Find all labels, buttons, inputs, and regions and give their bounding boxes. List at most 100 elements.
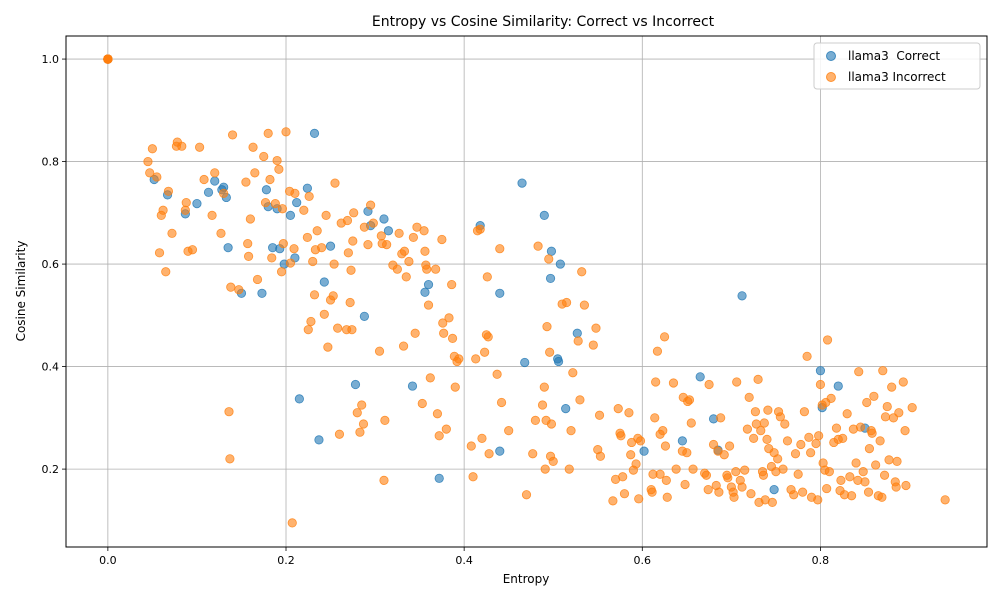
data-point [616, 431, 626, 441]
data-point [495, 244, 505, 254]
data-point [257, 288, 267, 298]
data-point [223, 243, 233, 253]
data-point [798, 487, 808, 497]
data-point [383, 226, 394, 236]
data-point [103, 54, 113, 64]
data-point [308, 256, 318, 267]
data-point [312, 226, 322, 236]
data-point [862, 397, 872, 408]
data-point [195, 142, 205, 152]
data-point [163, 186, 174, 196]
data-point [608, 496, 618, 506]
y-tick-label: 0.8 [42, 156, 60, 169]
data-point [875, 436, 885, 446]
data-point [860, 477, 870, 487]
data-point [900, 426, 910, 436]
data-point [281, 127, 291, 137]
data-point [737, 291, 747, 301]
data-point [651, 377, 661, 387]
data-point [147, 144, 157, 154]
data-point [701, 470, 712, 480]
data-point [321, 210, 331, 220]
data-point [243, 238, 253, 249]
data-point [540, 464, 550, 474]
data-point [822, 335, 833, 345]
data-point [379, 214, 389, 224]
data-point [639, 446, 649, 456]
data-point [619, 489, 630, 499]
data-point [145, 168, 155, 178]
data-point [355, 427, 365, 437]
data-point [329, 259, 339, 269]
data-point [758, 470, 769, 480]
data-point [216, 228, 226, 238]
data-point [423, 279, 434, 290]
x-tick-label: 0.2 [277, 554, 295, 567]
data-point [680, 479, 690, 490]
data-point [750, 407, 761, 417]
data-point [780, 419, 790, 429]
data-point [434, 473, 444, 483]
data-point [863, 487, 874, 497]
data-point [154, 248, 165, 258]
data-point [847, 491, 857, 501]
data-point [731, 467, 741, 477]
data-point [631, 459, 641, 469]
data-point [546, 246, 557, 256]
data-point [561, 404, 571, 414]
data-point [259, 151, 269, 162]
data-point [345, 297, 355, 308]
data-point [477, 433, 487, 443]
data-point [869, 391, 879, 401]
data-point [203, 187, 214, 197]
legend-marker [826, 51, 836, 61]
data-point [302, 232, 312, 243]
data-point [588, 340, 598, 350]
data-point [358, 419, 369, 429]
data-point [746, 489, 756, 499]
data-point [579, 300, 589, 310]
data-point [420, 287, 430, 297]
data-point [404, 256, 414, 267]
data-point [594, 410, 605, 420]
y-ticks: 0.2 0.4 0.6 0.8 1.0 [42, 53, 66, 476]
data-point [248, 142, 258, 152]
data-point [210, 168, 220, 178]
data-point [495, 288, 505, 298]
data-point [892, 456, 902, 467]
data-point [782, 436, 793, 446]
data-point [854, 367, 864, 377]
data-point [517, 178, 527, 188]
data-point [471, 354, 481, 364]
data-point [838, 433, 848, 443]
chart-title: Entropy vs Cosine Similarity: Correct vs… [372, 14, 715, 30]
data-point [496, 397, 507, 408]
data-point [744, 392, 754, 402]
data-point [626, 450, 636, 460]
data-point [363, 240, 373, 250]
data-point [887, 382, 897, 392]
y-axis-label: Cosine Similarity [14, 241, 28, 342]
data-point [314, 435, 324, 445]
data-point [708, 439, 719, 450]
data-point [374, 346, 385, 356]
x-tick-label: 0.0 [99, 554, 117, 567]
data-point [555, 259, 565, 269]
y-tick-label: 0.6 [42, 258, 60, 271]
data-point [348, 236, 358, 246]
data-point [650, 413, 660, 423]
series-incorrect [103, 54, 950, 528]
data-point [350, 379, 361, 390]
data-point [319, 309, 329, 319]
data-point [790, 449, 801, 459]
data-point [359, 222, 369, 232]
data-point [732, 377, 742, 387]
data-point [394, 228, 404, 238]
data-point [682, 448, 692, 458]
data-point [877, 492, 887, 502]
data-point [245, 214, 255, 224]
data-point [272, 155, 282, 166]
data-point [561, 297, 572, 308]
legend-marker [826, 72, 836, 82]
